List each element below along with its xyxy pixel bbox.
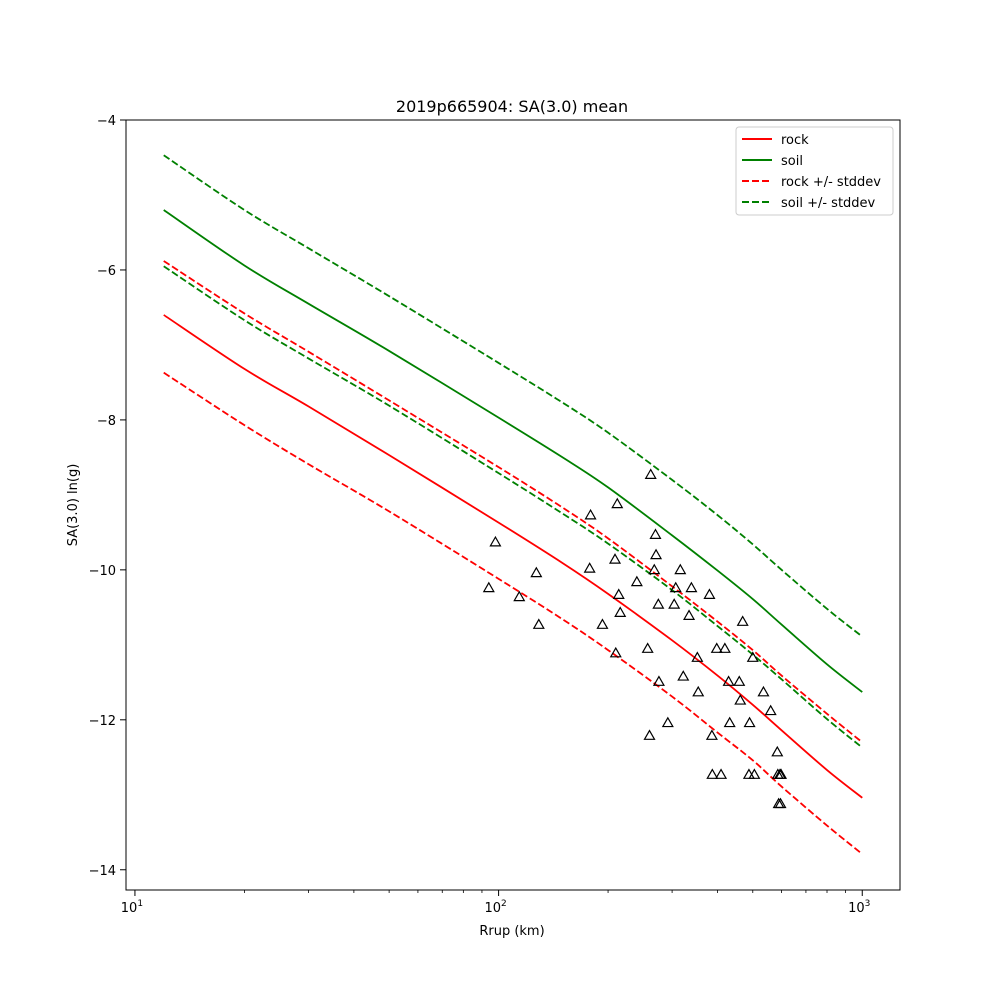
observation-marker xyxy=(771,745,784,757)
observation-marker xyxy=(649,528,662,539)
observation-marker xyxy=(734,694,747,705)
observation-marker xyxy=(652,598,665,609)
observation-marker xyxy=(611,497,624,509)
observation-marker xyxy=(630,575,643,587)
observation-marker xyxy=(652,675,665,686)
observation-marker xyxy=(614,606,627,617)
y-tick-label: −12 xyxy=(89,714,116,729)
observation-marker xyxy=(489,535,502,547)
observation-marker xyxy=(596,618,609,629)
y-tick-label: −6 xyxy=(97,264,116,279)
observation-marker xyxy=(705,729,718,740)
observation-marker xyxy=(482,581,495,593)
observation-marker xyxy=(692,685,705,697)
observation-marker xyxy=(609,646,622,658)
observation-marker xyxy=(612,588,625,599)
observation-marker xyxy=(757,685,770,697)
observation-marker xyxy=(715,768,728,779)
series-line-1 xyxy=(163,209,863,693)
legend-box xyxy=(735,126,894,216)
series-lines xyxy=(163,154,863,855)
observation-marker xyxy=(748,768,761,779)
observation-marker xyxy=(644,468,657,479)
legend-label-rock-stddev: rock +/- stddev xyxy=(781,175,881,190)
observation-marker xyxy=(723,716,736,728)
chart-title: 2019p665904: SA(3.0) mean xyxy=(396,97,628,116)
observation-marker xyxy=(532,618,545,629)
observation-marker xyxy=(746,651,759,662)
x-axis-label: Rrup (km) xyxy=(479,924,544,939)
observation-marker xyxy=(718,642,731,653)
observation-marker xyxy=(677,670,690,681)
observation-marker xyxy=(733,675,746,686)
observation-marker xyxy=(722,675,735,686)
observation-marker xyxy=(706,768,719,779)
observation-marker xyxy=(668,598,681,609)
y-axis-label: SA(3.0) ln(g) xyxy=(66,464,81,547)
observation-marker xyxy=(774,797,787,809)
observation-marker xyxy=(530,566,543,578)
observation-marker xyxy=(584,508,597,520)
observation-marker xyxy=(674,563,687,575)
series-line-2 xyxy=(163,260,863,743)
observation-marker xyxy=(513,590,526,602)
legend-label-soil: soil xyxy=(781,154,803,169)
series-line-0 xyxy=(163,314,863,799)
observation-marker xyxy=(683,609,696,620)
y-tick-label: −10 xyxy=(89,564,116,579)
observation-marker xyxy=(661,716,674,728)
observation-marker xyxy=(691,651,704,662)
observation-marker xyxy=(703,588,716,599)
series-line-5 xyxy=(163,265,863,749)
series-line-4 xyxy=(163,154,863,638)
legend: rock soil rock +/- stddev soil +/- stdde… xyxy=(735,126,894,216)
observation-marker xyxy=(608,553,622,564)
observation-points xyxy=(482,468,788,809)
observation-marker xyxy=(648,563,661,575)
observation-marker xyxy=(736,615,749,626)
series-line-3 xyxy=(163,371,863,855)
legend-label-soil-stddev: soil +/- stddev xyxy=(781,196,876,211)
y-tick-label: −14 xyxy=(89,864,116,879)
legend-label-rock: rock xyxy=(781,133,809,148)
observation-marker xyxy=(710,642,723,653)
observation-marker xyxy=(685,581,698,593)
y-tick-label: −4 xyxy=(97,114,116,129)
observation-marker xyxy=(764,704,777,716)
y-tick-label: −8 xyxy=(97,414,116,429)
observation-marker xyxy=(643,729,656,740)
observation-marker xyxy=(743,716,756,728)
observation-marker xyxy=(650,548,663,560)
observation-marker xyxy=(583,562,596,573)
observation-marker xyxy=(641,642,654,653)
observation-marker xyxy=(669,581,682,593)
plot-frame xyxy=(125,119,901,891)
observation-marker xyxy=(775,768,788,779)
